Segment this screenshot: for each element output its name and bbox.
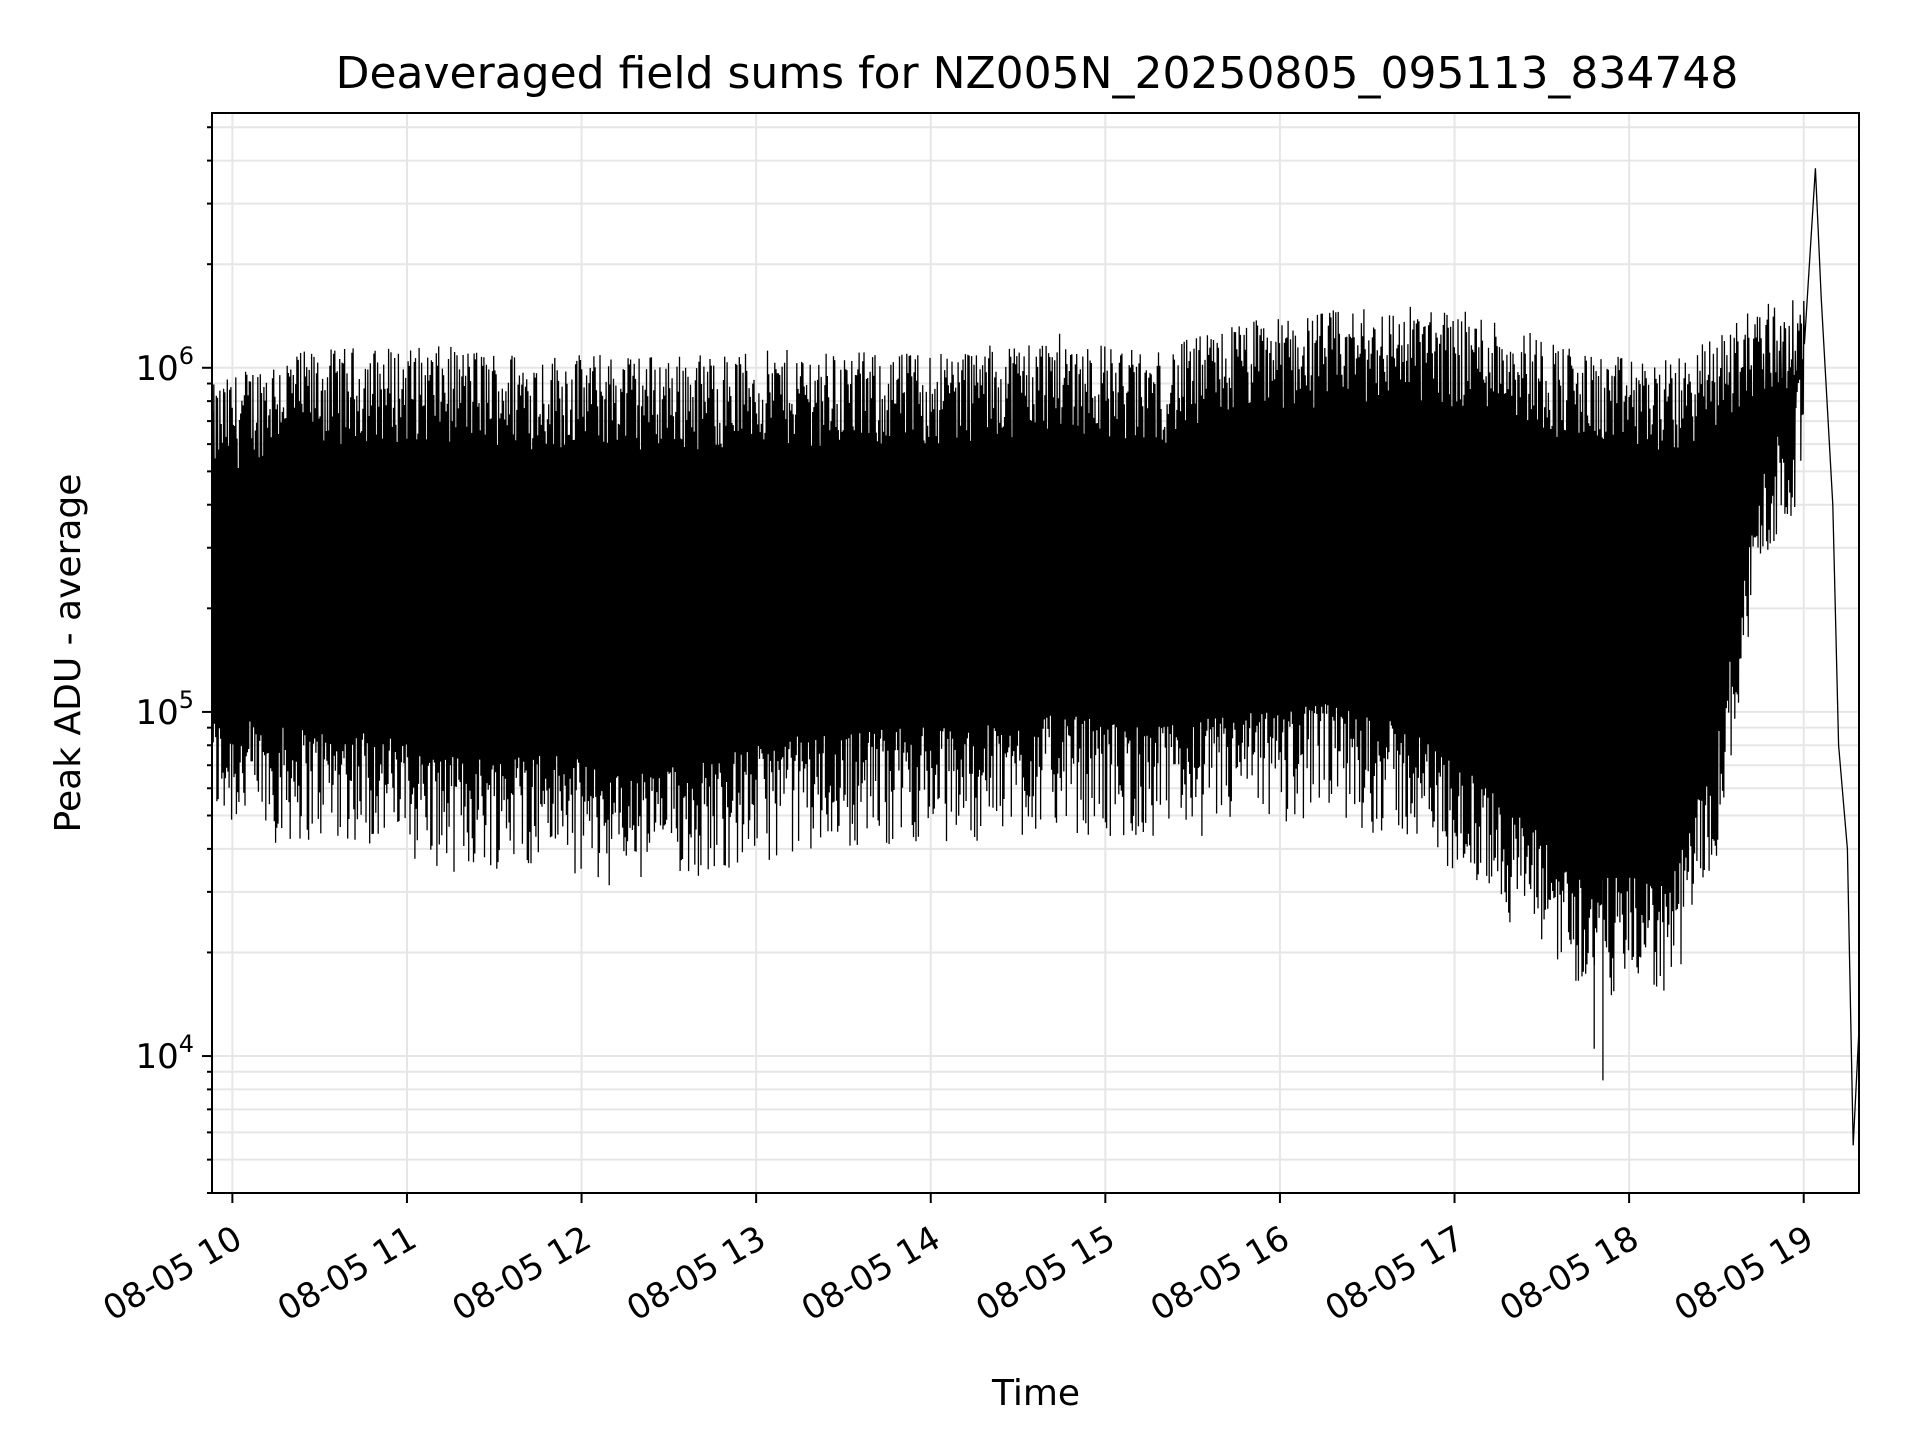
chart-title: Deaveraged field sums for NZ005N_2025080…: [336, 48, 1739, 99]
y-tick-label-0: 104: [135, 1030, 194, 1077]
y-axis-label: Peak ADU - average: [48, 474, 89, 833]
y-tick-label-1: 105: [135, 686, 194, 733]
plot-frame: [211, 112, 1860, 1194]
series-line: [211, 168, 1860, 1146]
x-axis-label: Time: [991, 1373, 1080, 1414]
y-tick-label-2: 106: [135, 342, 194, 389]
series-group: [211, 168, 1860, 1146]
